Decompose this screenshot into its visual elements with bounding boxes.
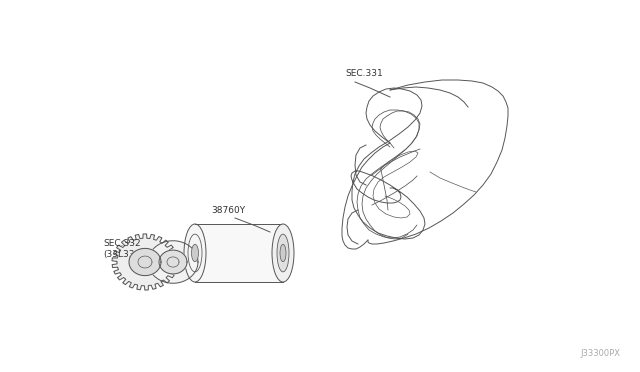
Text: (33L33M): (33L33M) (103, 250, 146, 259)
Text: 38760Y: 38760Y (211, 206, 245, 215)
Text: SEC.332: SEC.332 (103, 239, 141, 248)
Ellipse shape (191, 244, 198, 262)
Polygon shape (148, 241, 198, 283)
Text: SEC.331: SEC.331 (345, 69, 383, 78)
Bar (195, 224, 283, 282)
Ellipse shape (272, 224, 294, 282)
Text: J33300PX: J33300PX (580, 349, 620, 358)
Ellipse shape (277, 234, 289, 272)
Polygon shape (159, 250, 187, 274)
Polygon shape (129, 248, 161, 276)
Polygon shape (112, 234, 178, 290)
Ellipse shape (280, 244, 286, 262)
Ellipse shape (184, 224, 206, 282)
